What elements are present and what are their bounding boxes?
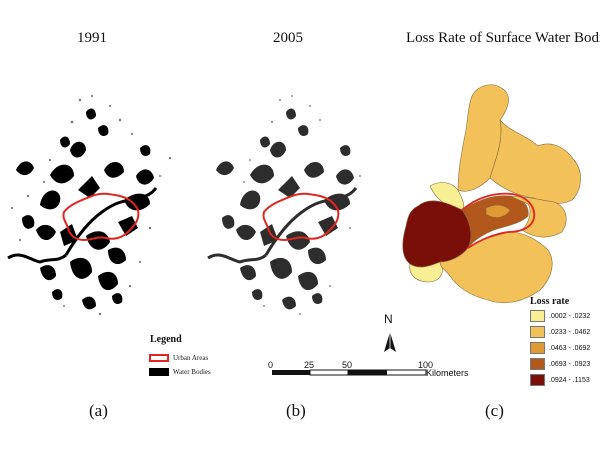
legend-item-water: Water Bodies xyxy=(149,368,211,376)
loss-class-4: .0693 - .0923 xyxy=(530,358,590,370)
loss-label: .0693 - .0923 xyxy=(549,360,591,368)
loss-legend-title: Loss rate xyxy=(530,296,570,307)
loss-swatch xyxy=(530,374,545,386)
loss-label: .0233 - .0462 xyxy=(549,328,591,336)
caption-b: (b) xyxy=(286,401,306,420)
legend-label: Water Bodies xyxy=(173,368,211,376)
urban-outline-c xyxy=(461,192,536,249)
loss-label: .0463 - .0692 xyxy=(549,344,591,352)
water-swatch xyxy=(149,368,169,376)
map-2005 xyxy=(206,95,361,315)
legend-title: Legend xyxy=(150,334,182,345)
district-southwest-light xyxy=(409,261,443,283)
scale-unit: Kilometers xyxy=(426,368,469,378)
scale-tick-25: 25 xyxy=(304,360,315,370)
loss-class-2: .0233 - .0462 xyxy=(530,326,590,338)
speckle-a xyxy=(10,95,172,316)
loss-label: .0924 - .1153 xyxy=(549,376,590,384)
legend-item-urban: Urban Areas xyxy=(149,354,208,362)
loss-class-3: .0463 - .0692 xyxy=(530,342,590,354)
caption-c: (c) xyxy=(485,401,504,420)
loss-swatch xyxy=(530,342,545,354)
caption-a: (a) xyxy=(89,401,108,420)
map-1991 xyxy=(6,95,172,316)
loss-swatch xyxy=(530,326,545,338)
loss-swatch xyxy=(530,310,545,322)
district-northeast xyxy=(489,119,581,204)
loss-class-5: .0924 - .1153 xyxy=(530,374,590,386)
loss-class-1: .0002 - .0232 xyxy=(530,310,590,322)
north-arrow-icon xyxy=(384,332,396,352)
map-b-title: 2005 xyxy=(273,30,303,46)
scale-tick-0: 0 xyxy=(268,360,274,370)
district-east xyxy=(509,195,567,238)
district-urban-inner xyxy=(485,204,511,218)
loss-label: .0002 - .0232 xyxy=(549,312,591,320)
loss-swatch xyxy=(530,358,545,370)
district-urban-core xyxy=(461,195,529,249)
map-c-title: Loss Rate of Surface Water Bodies xyxy=(406,30,600,46)
legend-label: Urban Areas xyxy=(173,354,209,362)
scale-tick-100: 100 xyxy=(418,360,434,370)
map-a-title: 1991 xyxy=(77,30,107,46)
scale-tick-50: 50 xyxy=(342,360,353,370)
loss-rate-map xyxy=(402,84,581,303)
scale-bar xyxy=(272,369,427,376)
speckle-b xyxy=(243,95,361,315)
urban-swatch xyxy=(149,354,169,362)
north-label: N xyxy=(384,312,393,326)
